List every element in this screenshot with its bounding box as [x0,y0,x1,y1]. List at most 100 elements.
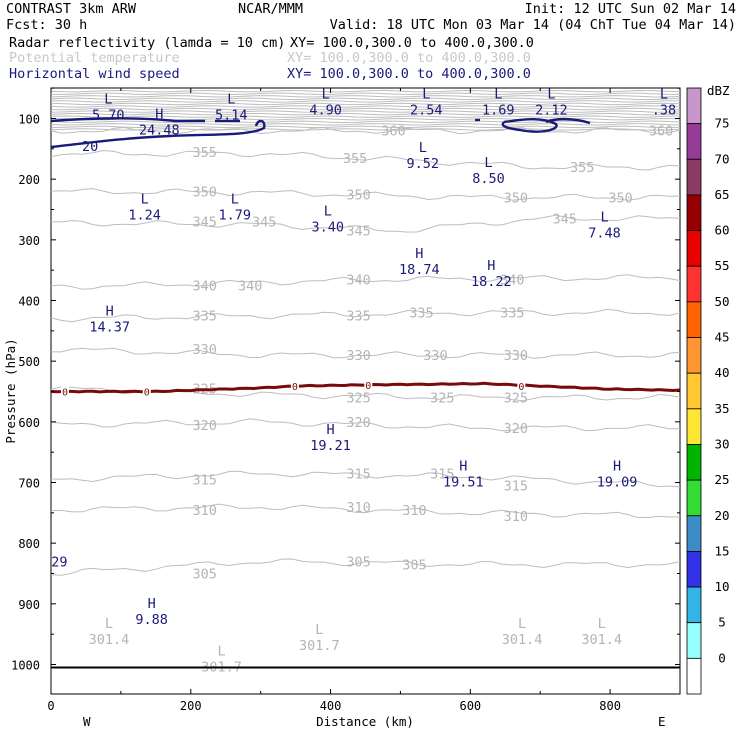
theta-contour-label: 320 [504,421,528,437]
theta-contour-label: 340 [346,272,370,288]
colorbar-level-label: 50 [714,294,729,309]
theta-contour-line [50,95,681,98]
theta-contour-label: 345 [193,215,217,231]
colorbar-level-label: 55 [714,258,729,273]
low-marker: L [518,616,526,632]
extremum-value: 1.69 [482,103,515,119]
theta-contour-label: 330 [504,348,528,364]
extremum-value: 9.52 [407,156,440,172]
extremum-value: 2.12 [535,103,568,119]
colorbar-swatch [686,123,702,160]
theta-contour-line [50,112,681,116]
low-marker: L [419,140,427,156]
theta-contour-line [50,418,681,432]
theta-contour-label: 310 [193,503,217,519]
title-left: CONTRAST 3km ARW [6,1,137,17]
colorbar-level-label: 75 [714,116,729,131]
theta-contour-label: 355 [343,151,367,167]
colorbar-swatch [686,230,702,267]
theta-contour-label: 310 [402,503,426,519]
x-tick-label: 200 [180,699,202,713]
low-marker: L [598,616,606,632]
theta-contour-label: 305 [193,567,217,583]
extremum-value: .38 [652,103,676,119]
theta-contour-label: 320 [346,415,370,431]
colorbar-swatch [686,265,702,303]
extremum-value: 301.4 [502,632,543,648]
extremum-value: 9.88 [135,612,168,628]
colorbar-swatch [686,408,702,445]
colorbar-level-label: 60 [714,223,729,238]
theta-contour-line [50,125,681,129]
reflectivity-contour-label: 0 [365,381,371,392]
reflectivity-label-bg [142,385,151,398]
theta-contour-line [50,274,681,290]
theta-contour-label: 315 [504,479,528,495]
colorbar-level-label: 45 [714,330,729,345]
y-axis-label: Pressure (hPa) [3,338,18,443]
colorbar-level-label: 20 [714,508,729,523]
y-tick-label: 1000 [11,659,40,673]
reflectivity-contour-label: 0 [62,388,68,399]
theta-contour-label: 305 [402,557,426,573]
theta-contour-line [50,188,681,201]
colorbar-swatch [686,479,702,517]
extremum-value: 301.7 [299,638,340,654]
y-tick-label: 300 [18,234,40,248]
field-xy-theta: XY= 100.0,300.0 to 400.0,300.0 [287,50,531,66]
theta-contour-label: 330 [193,342,217,358]
x-end-label-west: W [83,714,91,729]
theta-contour-line [50,558,681,576]
colorbar-level-label: 40 [714,365,729,380]
theta-contour-label: 360 [649,124,673,140]
colorbar-swatch [686,551,702,588]
high-marker: H [487,258,495,274]
theta-contour-line [50,214,681,233]
colorbar-level-label: 30 [714,436,729,451]
theta-contour-line [51,347,681,359]
wind-contour-line [50,117,205,123]
reflectivity-contour-label: 0 [292,382,298,393]
colorbar-level-label: 15 [714,543,729,558]
theta-contour-line [50,110,681,113]
low-marker: L [324,204,332,220]
theta-contour-label: 335 [500,306,524,322]
low-marker: L [141,191,149,207]
reflectivity-contour-label: 0 [518,382,524,393]
extremum-value: 3.40 [312,220,345,236]
field-xy-wind: XY= 100.0,300.0 to 400.0,300.0 [287,66,531,82]
low-marker: L [494,87,502,103]
extremum-value: 14.37 [89,320,130,336]
colorbar-swatch [686,87,702,125]
extremum-value: 19.21 [310,438,351,454]
theta-contour-label: 350 [504,190,528,206]
colorbar-level-label: 5 [718,615,726,630]
reflectivity-contour: 0 0 0 0 0 [50,378,681,399]
colorbar-level-label: 65 [714,187,729,202]
extremum-value: 2.54 [410,103,443,119]
theta-contour-label: 335 [409,306,433,322]
init-time: Init: 12 UTC Sun 02 Mar 14 [525,1,736,17]
x-end-label-east: E [658,714,666,729]
low-marker: L [600,210,608,226]
colorbar-unit: dBZ [707,83,730,98]
theta-contour-label: 340 [238,278,262,294]
high-marker: H [106,304,114,320]
extremum-value: 1.24 [128,207,161,223]
wind-contour-label: 29 [51,554,67,570]
title-center: NCAR/MMM [238,1,303,17]
header: CONTRAST 3km ARW NCAR/MMM Init: 12 UTC S… [6,1,736,82]
low-marker: L [104,91,112,107]
colorbar-level-label: 0 [718,650,726,665]
low-marker: L [547,87,555,103]
reflectivity-label-bg [517,380,526,393]
y-tick-label: 600 [18,416,40,430]
theta-contour-label: 355 [193,145,217,161]
colorbar-boxes [686,87,702,695]
extremum-value: 7.48 [588,226,621,242]
low-marker: L [227,91,235,107]
high-marker: H [326,422,334,438]
